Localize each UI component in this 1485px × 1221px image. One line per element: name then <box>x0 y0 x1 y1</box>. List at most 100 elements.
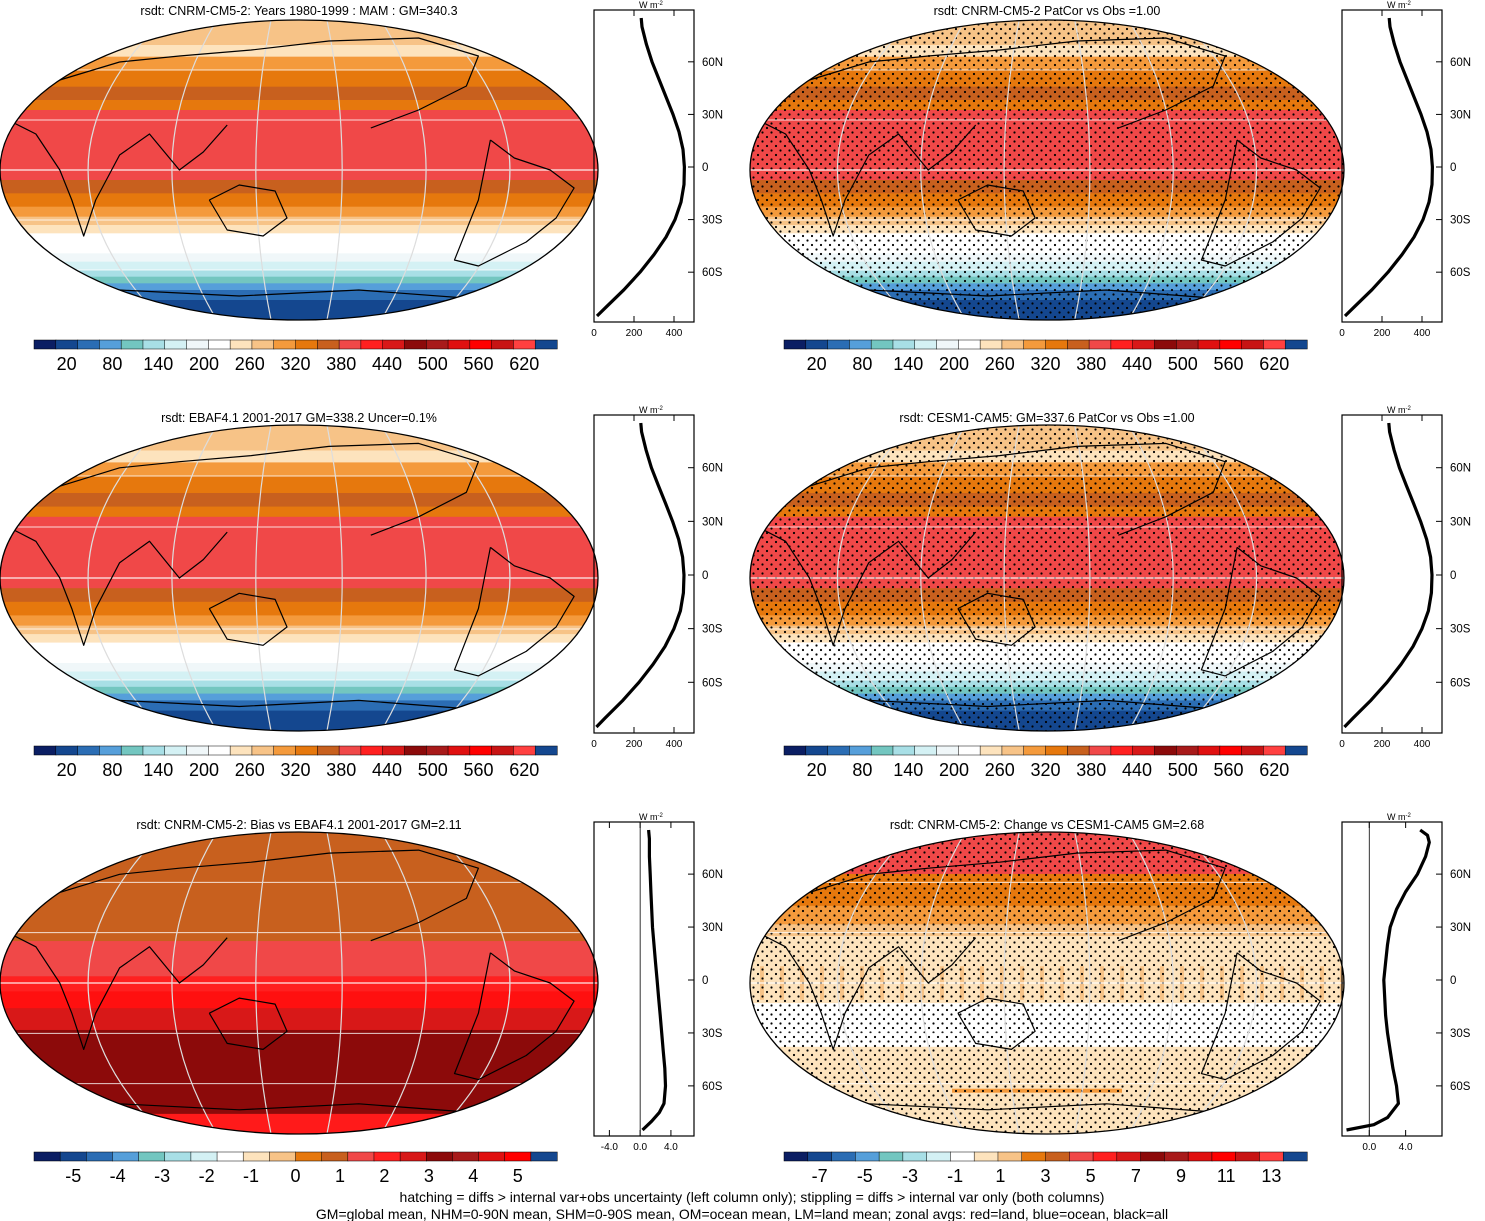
zonal-profile: W m-2 0.0 4.0 60N 30N 0 30S 60S <box>1341 812 1471 1153</box>
coastline <box>11 528 228 646</box>
lat-band <box>0 686 598 695</box>
lat-band <box>0 180 598 194</box>
panel-1: rsdt: CNRM-CM5-2: Years 1980-1999 : MAM … <box>0 0 723 374</box>
colorbar-swatch <box>317 745 340 756</box>
colorbar-swatch <box>426 339 449 350</box>
colorbar-swatch <box>950 1151 975 1162</box>
colorbar-swatch <box>926 1151 951 1162</box>
colorbar-swatch <box>164 1151 192 1162</box>
meridian <box>1003 425 1020 731</box>
colorbar-swatch <box>805 339 829 350</box>
lat-band <box>0 991 598 1009</box>
colorbar-swatch <box>936 745 959 756</box>
colorbar-swatch <box>1154 339 1177 350</box>
profile-xtick-label: 0 <box>1339 328 1345 339</box>
map <box>750 425 1344 731</box>
lat-band <box>0 493 598 508</box>
lat-band <box>0 663 598 672</box>
lat-band <box>0 216 598 226</box>
profile-xtick-label: 200 <box>1374 328 1391 339</box>
panel-6: rsdt: CNRM-CM5-2: Change vs CESM1-CAM5 G… <box>749 812 1471 1186</box>
colorbar-tick-label: 80 <box>102 760 122 780</box>
lat-band <box>0 450 598 463</box>
profile-lat-label: 30N <box>1450 516 1471 528</box>
lat-band <box>0 1029 598 1115</box>
profile-xtick-label: 0.0 <box>633 1142 647 1153</box>
colorbar-swatch <box>338 745 362 756</box>
profile-lat-label: 30N <box>702 516 723 528</box>
colorbar-swatch <box>849 339 872 350</box>
colorbar-swatch <box>142 339 166 350</box>
lat-band <box>0 70 598 88</box>
colorbar-swatch <box>478 1151 506 1162</box>
colorbar-tick-label: 500 <box>418 354 448 374</box>
profile-lat-label: 0 <box>1450 162 1456 174</box>
panel-4: rsdt: CESM1-CAM5: GM=337.6 PatCor vs Obs… <box>749 405 1471 780</box>
colorbar-swatch <box>1282 1151 1308 1162</box>
colorbar-swatch <box>1116 1151 1142 1162</box>
colorbar-tick-label: 260 <box>985 760 1015 780</box>
colorbar-tick-label: 20 <box>57 354 77 374</box>
colorbar-swatch <box>491 339 514 350</box>
colorbar-swatch <box>1235 1151 1261 1162</box>
lat-band <box>0 290 598 301</box>
colorbar-swatch <box>112 1151 140 1162</box>
colorbar-swatch <box>849 745 872 756</box>
colorbar-swatch <box>33 745 57 756</box>
zonal-profile: W m-2 -4.0 0.0 4.0 60N 30N 0 30S 60S <box>593 812 723 1153</box>
meridian <box>326 832 343 1134</box>
lat-band <box>0 634 598 644</box>
colorbar-tick-label: 320 <box>280 760 310 780</box>
colorbar-tick-label: 20 <box>807 354 827 374</box>
profile-line-all <box>1343 17 1434 318</box>
profile-xtick-label: 0 <box>591 328 597 339</box>
colorbar-tick-label: -1 <box>947 1166 963 1186</box>
lat-band <box>0 1008 598 1031</box>
colorbar-swatch <box>958 339 981 350</box>
colorbar-swatch <box>1132 745 1156 756</box>
colorbar-tick-label: 620 <box>509 760 539 780</box>
coastline <box>17 849 479 942</box>
profile-lat-label: 60N <box>1450 57 1471 69</box>
profile-line-all <box>1346 828 1431 1132</box>
lat-band <box>0 1113 598 1134</box>
colorbar-swatch <box>1067 745 1090 756</box>
colorbar-swatch <box>120 745 144 756</box>
colorbar-swatch <box>1045 745 1068 756</box>
profile-lat-label: 0 <box>702 570 708 582</box>
colorbar-tick-label: 560 <box>1214 760 1244 780</box>
colorbar-swatch <box>1211 1151 1237 1162</box>
lat-band <box>0 642 598 664</box>
colorbar-tick-label: 140 <box>893 354 923 374</box>
colorbar-tick-label: 320 <box>1030 760 1060 780</box>
panel-title: rsdt: CNRM-CM5-2: Bias vs EBAF4.1 2001-2… <box>136 818 461 832</box>
coastline <box>453 952 575 1081</box>
colorbar-swatch <box>360 339 384 350</box>
map-outline <box>749 424 1345 732</box>
lat-band <box>0 425 598 451</box>
meridian <box>1074 425 1091 731</box>
profile-lat-label: 0 <box>702 975 708 987</box>
coastline <box>767 442 1226 536</box>
colorbar-swatch <box>1259 1151 1284 1162</box>
colorbar-tick-label: 5 <box>1086 1166 1096 1186</box>
colorbar-swatch <box>55 339 79 350</box>
profile-lat-label: 30N <box>702 109 723 121</box>
colorbar-swatch <box>1088 339 1112 350</box>
lat-band <box>0 300 598 320</box>
profile-xtick-label: -4.0 <box>601 1142 619 1153</box>
colorbar-swatch <box>469 745 493 756</box>
colorbar-swatch <box>1164 1151 1189 1162</box>
colorbar-tick-label: 1 <box>995 1166 1005 1186</box>
meridian <box>435 20 511 320</box>
colorbar-swatch <box>1023 339 1047 350</box>
colorbar-swatch <box>360 745 384 756</box>
coastline <box>761 528 977 646</box>
profile-lat-label: 60S <box>1450 1081 1471 1093</box>
colorbar-tick-label: 140 <box>893 760 923 780</box>
colorbar-tick-label: -5 <box>65 1166 81 1186</box>
profile-lat-label: 60N <box>702 463 723 475</box>
lat-band <box>0 506 598 518</box>
meridian <box>1182 425 1258 731</box>
colorbar-swatch <box>382 339 406 350</box>
